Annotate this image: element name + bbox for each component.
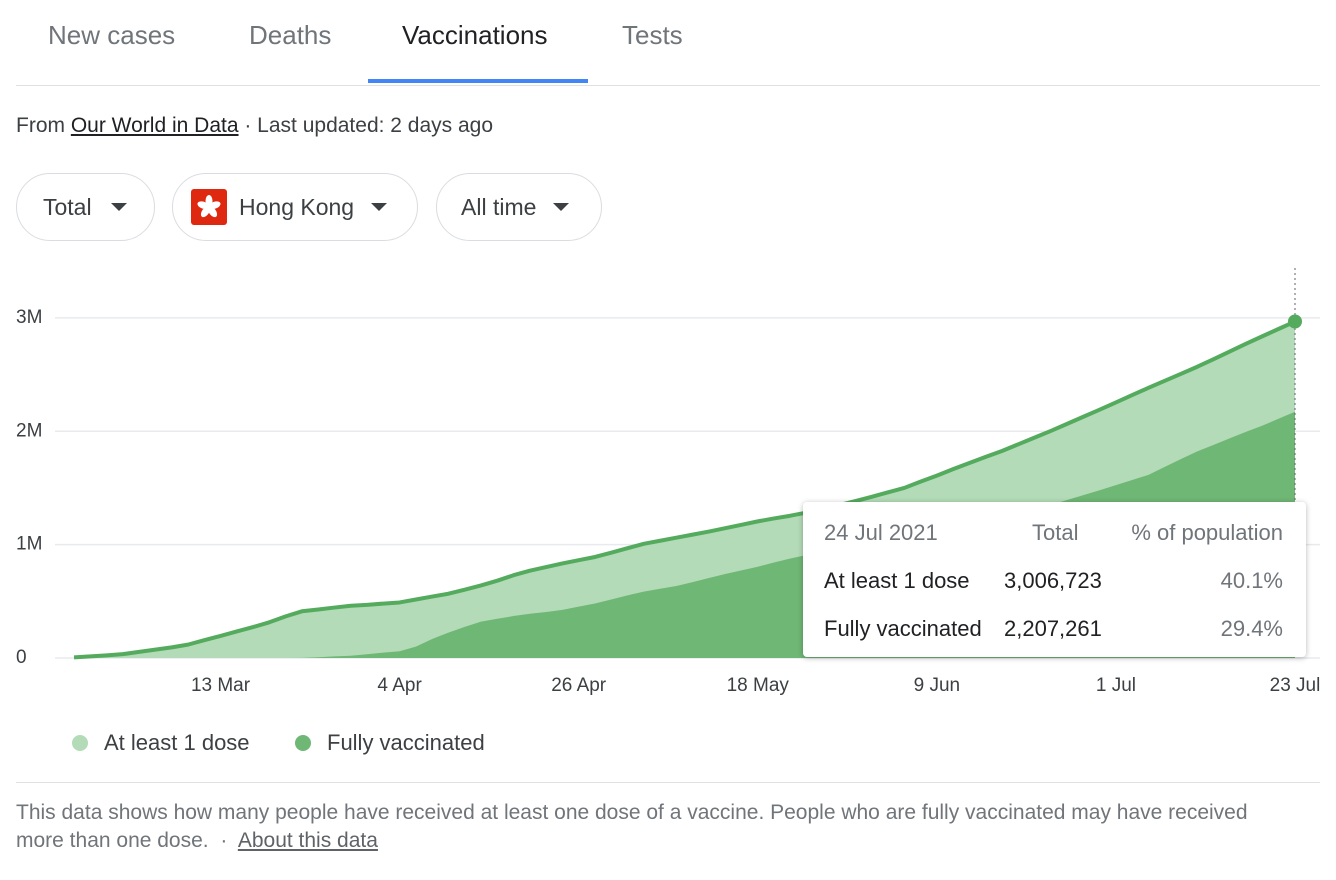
tooltip-header: Total bbox=[1032, 520, 1079, 545]
x-tick-label: 23 Jul bbox=[1270, 675, 1321, 696]
line bbox=[73, 319, 1296, 660]
tooltip-percent: 29.4% bbox=[1220, 616, 1283, 641]
divider bbox=[16, 85, 1320, 86]
y-tick-label: 1M bbox=[16, 534, 42, 555]
tooltip-header: % of population bbox=[1131, 520, 1283, 545]
filter-label: Hong Kong bbox=[239, 193, 355, 220]
filter-chip[interactable]: Total bbox=[16, 173, 155, 241]
hover-dot bbox=[1288, 314, 1302, 329]
tab[interactable]: Tests bbox=[622, 20, 683, 50]
filter-label: Total bbox=[43, 193, 92, 220]
tooltip-row-label: At least 1 dose bbox=[824, 568, 970, 593]
filter-label: All time bbox=[461, 193, 537, 220]
tooltip: 24 Jul 2021 Total % of population At lea… bbox=[803, 502, 1306, 657]
footer: This data shows how many people have rec… bbox=[16, 799, 1286, 855]
legend-item[interactable]: Fully vaccinated bbox=[295, 730, 485, 756]
flag-icon bbox=[191, 189, 227, 225]
tooltip-total: 3,006,723 bbox=[1004, 568, 1102, 593]
dropdown-arrow bbox=[110, 203, 127, 211]
x-tick-label: 9 Jun bbox=[914, 675, 960, 696]
footer-separator: · bbox=[220, 829, 228, 852]
x-tick-label: 26 Apr bbox=[551, 675, 607, 696]
y-tick-label: 3M bbox=[16, 307, 42, 328]
x-tick-label: 4 Apr bbox=[377, 675, 422, 696]
tooltip-row-label: Fully vaccinated bbox=[824, 616, 982, 641]
tab[interactable]: Deaths bbox=[249, 20, 332, 50]
source-line: From Our World in Data · Last updated: 2… bbox=[16, 114, 493, 138]
legend-label: Fully vaccinated bbox=[327, 730, 485, 755]
legend-swatch bbox=[295, 735, 311, 751]
x-tick-label: 18 May bbox=[727, 675, 790, 696]
divider bbox=[16, 782, 1320, 783]
dropdown-arrow bbox=[553, 203, 570, 211]
filter-chip[interactable]: All time bbox=[436, 173, 602, 241]
legend-label: At least 1 dose bbox=[104, 730, 250, 755]
legend-item[interactable]: At least 1 dose bbox=[72, 730, 250, 756]
tooltip-total: 2,207,261 bbox=[1004, 616, 1102, 641]
source-suffix: · Last updated: 2 days ago bbox=[244, 114, 494, 137]
tab[interactable]: Vaccinations bbox=[402, 20, 548, 50]
tooltip-percent: 40.1% bbox=[1220, 568, 1283, 593]
tooltip-date: 24 Jul 2021 bbox=[824, 520, 938, 545]
source-prefix: From bbox=[16, 114, 65, 137]
source-link[interactable]: Our World in Data bbox=[70, 114, 239, 137]
dropdown-arrow bbox=[371, 203, 388, 211]
x-tick-label: 1 Jul bbox=[1096, 675, 1136, 696]
filter-chip[interactable]: Hong Kong bbox=[172, 173, 418, 241]
legend-swatch bbox=[72, 735, 88, 751]
y-tick-label: 2M bbox=[16, 420, 42, 441]
x-tick-label: 13 Mar bbox=[191, 675, 251, 696]
footer-link[interactable]: About this data bbox=[237, 829, 378, 852]
active-tab-indicator bbox=[368, 79, 588, 83]
y-tick-label: 0 bbox=[16, 647, 27, 668]
footer-text: This data shows how many people have rec… bbox=[16, 801, 1248, 852]
tab[interactable]: New cases bbox=[48, 20, 176, 50]
